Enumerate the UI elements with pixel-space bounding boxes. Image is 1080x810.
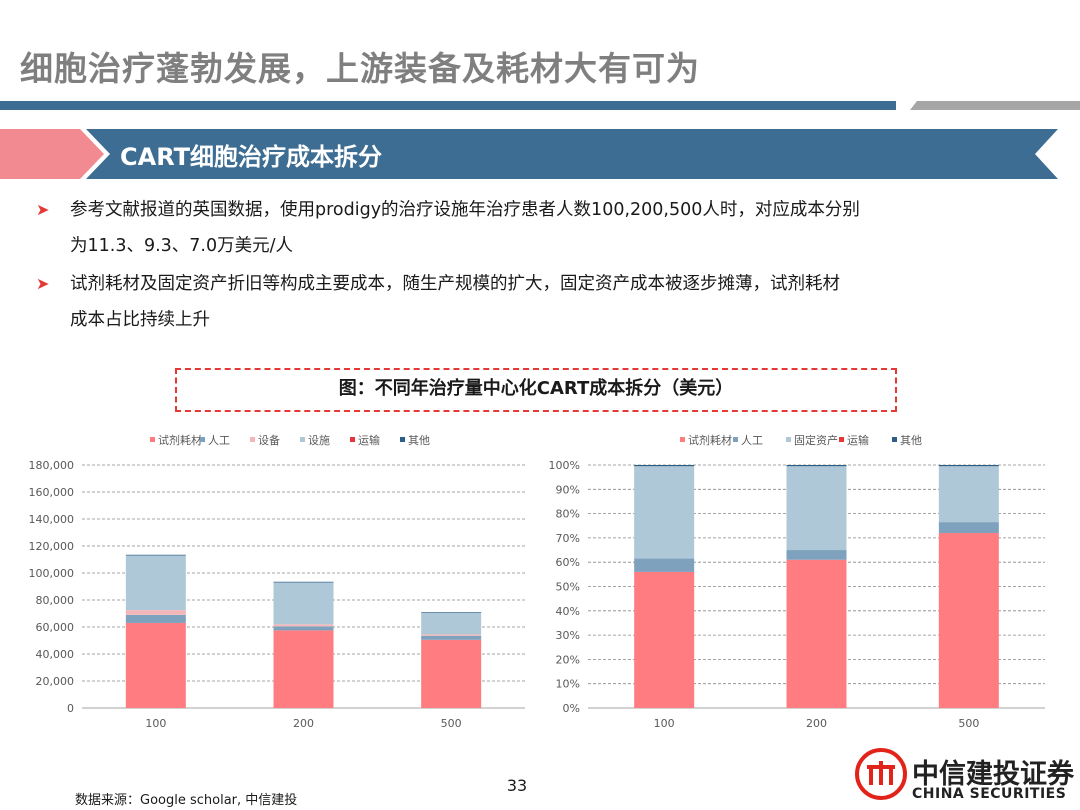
y-tick-label: 50% [556, 581, 580, 594]
bar-segment [273, 582, 334, 625]
legend-label: 设施 [308, 434, 330, 447]
y-tick-label: 100% [549, 459, 580, 472]
y-tick-label: 0% [563, 702, 580, 715]
legend-label: 人工 [741, 434, 763, 447]
bullet-text-line: 成本占比持续上升 [70, 310, 210, 330]
x-tick-label: 500 [958, 717, 979, 730]
y-tick-label: 60,000 [36, 621, 75, 634]
bar-segment [273, 624, 334, 627]
bar-segment [938, 465, 999, 467]
bullet-text-line: 试剂耗材及固定资产折旧等构成主要成本，随生产规模的扩大，固定资产成本被逐步摊薄，… [70, 274, 840, 294]
bar-segment [634, 466, 695, 559]
y-tick-label: 60% [556, 556, 580, 569]
y-tick-label: 160,000 [29, 486, 75, 499]
bar-segment [938, 522, 999, 534]
logo-text-cn: 中信建投证券 [912, 759, 1074, 790]
x-tick-label: 500 [441, 717, 462, 730]
bar-segment [421, 639, 482, 708]
figure-title-box [175, 368, 897, 412]
citic-seal-icon [855, 748, 907, 800]
x-tick-label: 100 [654, 717, 675, 730]
y-tick-label: 80% [556, 508, 580, 521]
bar-segment [786, 559, 847, 708]
bar-segment [421, 634, 482, 636]
y-tick-label: 70% [556, 532, 580, 545]
bar-segment [273, 581, 334, 583]
figure-title: 图：不同年治疗量中心化CART成本拆分（美元） [338, 378, 734, 399]
legend-marker [786, 437, 791, 442]
legend-marker [400, 437, 405, 442]
bar-segment [634, 465, 695, 467]
section-title: CART细胞治疗成本拆分 [120, 143, 382, 171]
y-tick-label: 20,000 [36, 675, 75, 688]
stacked-bar-chart-percent: 0% 10% 20% 30% 40% 50% 60% 70% 80% 90% 100% 100 200 5… [549, 433, 1045, 730]
bar-segment [125, 554, 186, 556]
legend-marker [892, 437, 897, 442]
bar-segment [125, 555, 186, 611]
legend-marker [839, 437, 844, 442]
logo-text-en: CHINA SECURITIES [912, 786, 1067, 802]
section-banner [0, 129, 1058, 179]
legend-label: 其他 [900, 434, 922, 447]
legend-label: 运输 [847, 433, 869, 447]
legend-label: 试剂耗材 [688, 433, 732, 447]
bar-segment [421, 612, 482, 635]
y-tick-label: 80,000 [36, 594, 75, 607]
x-tick-label: 200 [806, 717, 827, 730]
y-tick-label: 180,000 [29, 459, 75, 472]
arrow-right-icon: ➤ [36, 200, 50, 219]
y-tick-label: 0 [67, 702, 74, 715]
legend-label: 试剂耗材 [158, 433, 202, 447]
bullet-item: ➤ 参考文献报道的英国数据，使用prodigy的治疗设施年治疗患者人数100,2… [36, 192, 1046, 264]
legend-marker [680, 437, 685, 442]
y-tick-label: 140,000 [29, 513, 75, 526]
x-tick-label: 200 [293, 717, 314, 730]
bar-segment [273, 626, 334, 631]
data-source: 数据来源：Google scholar, 中信建投 [75, 793, 298, 808]
bar-segment [421, 612, 482, 613]
legend-marker [733, 437, 738, 442]
legend-marker [150, 437, 155, 442]
legend-marker [250, 437, 255, 442]
y-tick-label: 100,000 [29, 567, 75, 580]
bar-segment [786, 465, 847, 467]
title-underline-blue [0, 101, 896, 110]
bar-segment [125, 622, 186, 708]
y-tick-label: 30% [556, 629, 580, 642]
legend-label: 人工 [208, 434, 230, 447]
bar-segment [634, 571, 695, 708]
stacked-bar-chart-absolute: 0 20,000 40,000 60,000 80,000 100,000 120,000 1… [29, 433, 525, 730]
bar-segment [786, 466, 847, 551]
bar-segment [125, 610, 186, 615]
bar-segment [273, 630, 334, 708]
y-tick-label: 90% [556, 483, 580, 496]
arrow-right-icon: ➤ [36, 274, 50, 293]
y-tick-label: 20% [556, 653, 580, 666]
page-number: 33 [506, 776, 528, 795]
bar-segment [786, 550, 847, 560]
bullet-text-line: 参考文献报道的英国数据，使用prodigy的治疗设施年治疗患者人数100,200… [70, 200, 860, 220]
bar-segment [634, 558, 695, 572]
page-title: 细胞治疗蓬勃发展，上游装备及耗材大有可为 [20, 49, 700, 88]
legend-label: 固定资产 [794, 433, 838, 447]
x-tick-label: 100 [145, 717, 166, 730]
y-tick-label: 40,000 [36, 648, 75, 661]
legend-marker [200, 437, 205, 442]
legend-label: 其他 [408, 434, 430, 447]
title-underline-gray [910, 101, 1080, 110]
legend-label: 运输 [358, 433, 380, 447]
bar-segment [421, 635, 482, 640]
y-tick-label: 120,000 [29, 540, 75, 553]
bullet-item: ➤ 试剂耗材及固定资产折旧等构成主要成本，随生产规模的扩大，固定资产成本被逐步摊… [36, 266, 1046, 338]
legend-marker [350, 437, 355, 442]
legend-label: 设备 [258, 433, 280, 447]
y-tick-label: 10% [556, 678, 580, 691]
bar-segment [938, 533, 999, 708]
y-tick-label: 40% [556, 605, 580, 618]
bullet-text-line: 为11.3、9.3、7.0万美元/人 [70, 236, 294, 256]
bar-segment [125, 614, 186, 623]
legend-marker [300, 437, 305, 442]
bar-segment [938, 466, 999, 523]
